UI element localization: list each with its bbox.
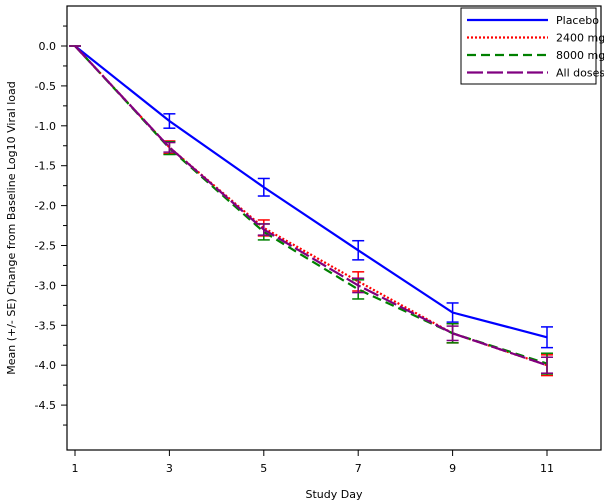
x-tick-label: 7 [355,462,362,475]
x-tick-label: 9 [449,462,456,475]
plot-frame [66,5,602,451]
y-tick-label: -4.0 [35,359,56,372]
y-axis-title: Mean (+/- SE) Change from Baseline Log10… [5,81,18,375]
x-tick-label: 5 [260,462,267,475]
series-line [74,45,548,367]
series-line [74,45,548,365]
x-tick-label: 3 [166,462,173,475]
y-tick-label: -1.5 [35,160,56,173]
y-tick-label: -3.5 [35,319,56,332]
y-tick-label: 0.0 [39,40,57,53]
legend-label: Placebo [556,14,599,27]
x-axis-title: Study Day [306,488,363,501]
y-axis: 0.0 -0.5 -1.0 -1.5 -2.0 -2.5 -3.0 -3.5 -4.0 -4.5 [35,25,67,426]
x-tick-label: 1 [72,462,79,475]
series-line [74,45,548,367]
series-placebo [69,45,553,349]
series-2400-mg [69,45,553,377]
x-tick-label: 11 [540,462,554,475]
legend-label: 8000 mg [556,49,604,62]
series-line [74,45,548,339]
y-tick-label: -0.5 [35,80,56,93]
y-tick-label: -1.0 [35,120,56,133]
legend-label: 2400 mg [556,32,604,45]
y-tick-label: -2.5 [35,240,56,253]
series-8000-mg [69,45,553,375]
y-tick-label: -3.0 [35,279,56,292]
series-all-doses [69,45,553,374]
legend: Placebo 2400 mg 8000 mg All doses [460,7,604,85]
legend-label: All doses [556,67,604,80]
y-tick-label: -2.0 [35,200,56,213]
y-tick-label: -4.5 [35,399,56,412]
series-layer [69,45,553,377]
x-axis: 1 3 5 7 9 11 [72,450,554,475]
